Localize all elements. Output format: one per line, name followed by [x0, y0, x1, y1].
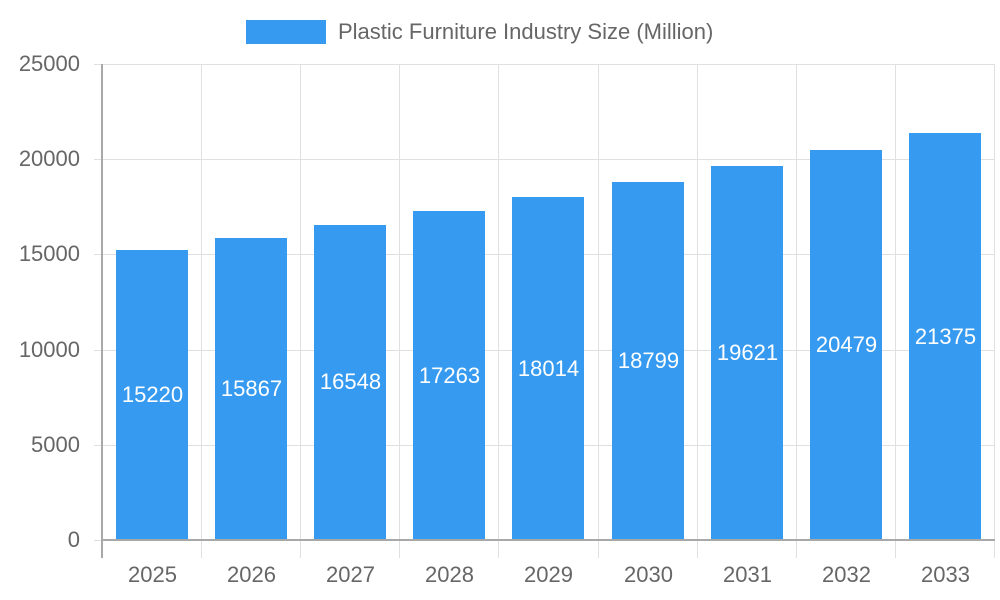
bar-2026[interactable]	[215, 238, 287, 540]
x-tick-label: 2030	[624, 562, 673, 587]
y-tick-label: 20000	[18, 146, 80, 171]
gridline-vertical	[498, 64, 499, 558]
bar-value-label: 18014	[517, 356, 580, 381]
x-tick-label: 2026	[227, 562, 276, 587]
x-tick-label: 2033	[921, 562, 970, 587]
bar-2027[interactable]	[314, 225, 386, 540]
y-tick-label: 5000	[31, 432, 80, 457]
x-axis-line	[101, 539, 995, 541]
gridline-vertical	[201, 64, 202, 558]
bar-value-label: 15220	[121, 382, 184, 407]
gridline-vertical	[697, 64, 698, 558]
x-tick-label: 2028	[425, 562, 474, 587]
gridline-vertical	[598, 64, 599, 558]
legend[interactable]: Plastic Furniture Industry Size (Million…	[246, 18, 713, 46]
y-tick-label: 15000	[18, 241, 80, 266]
bar-value-label: 21375	[914, 324, 977, 349]
bar-2031[interactable]	[711, 166, 783, 540]
legend-label: Plastic Furniture Industry Size (Million…	[338, 19, 714, 44]
x-tick-label: 2031	[723, 562, 772, 587]
bar-2032[interactable]	[810, 150, 882, 540]
bar-value-label: 20479	[815, 332, 878, 357]
gridline-vertical	[796, 64, 797, 558]
bar-2033[interactable]	[909, 133, 981, 540]
gridline-vertical	[994, 64, 995, 558]
gridline-horizontal	[94, 64, 994, 65]
y-tick-label: 10000	[18, 337, 80, 362]
y-axis-line	[101, 64, 103, 558]
bar-2025[interactable]	[116, 250, 188, 540]
gridline-vertical	[300, 64, 301, 558]
bar-2028[interactable]	[413, 211, 485, 540]
x-tick-label: 2032	[822, 562, 871, 587]
bar-value-label: 19621	[716, 340, 779, 365]
y-tick-label: 0	[67, 527, 80, 552]
y-tick-label: 25000	[18, 51, 80, 76]
x-tick-label: 2027	[326, 562, 375, 587]
gridline-vertical	[399, 64, 400, 558]
bar-value-label: 15867	[220, 376, 283, 401]
bar-value-label: 18799	[617, 348, 680, 373]
gridline-vertical	[895, 64, 896, 558]
x-tick-label: 2025	[128, 562, 177, 587]
bar-2029[interactable]	[512, 197, 584, 540]
x-tick-label: 2029	[524, 562, 573, 587]
bar-2030[interactable]	[612, 182, 684, 540]
legend-swatch	[246, 20, 326, 44]
bar-value-label: 17263	[418, 363, 481, 388]
gridline-horizontal	[94, 159, 994, 160]
bar-value-label: 16548	[319, 369, 382, 394]
